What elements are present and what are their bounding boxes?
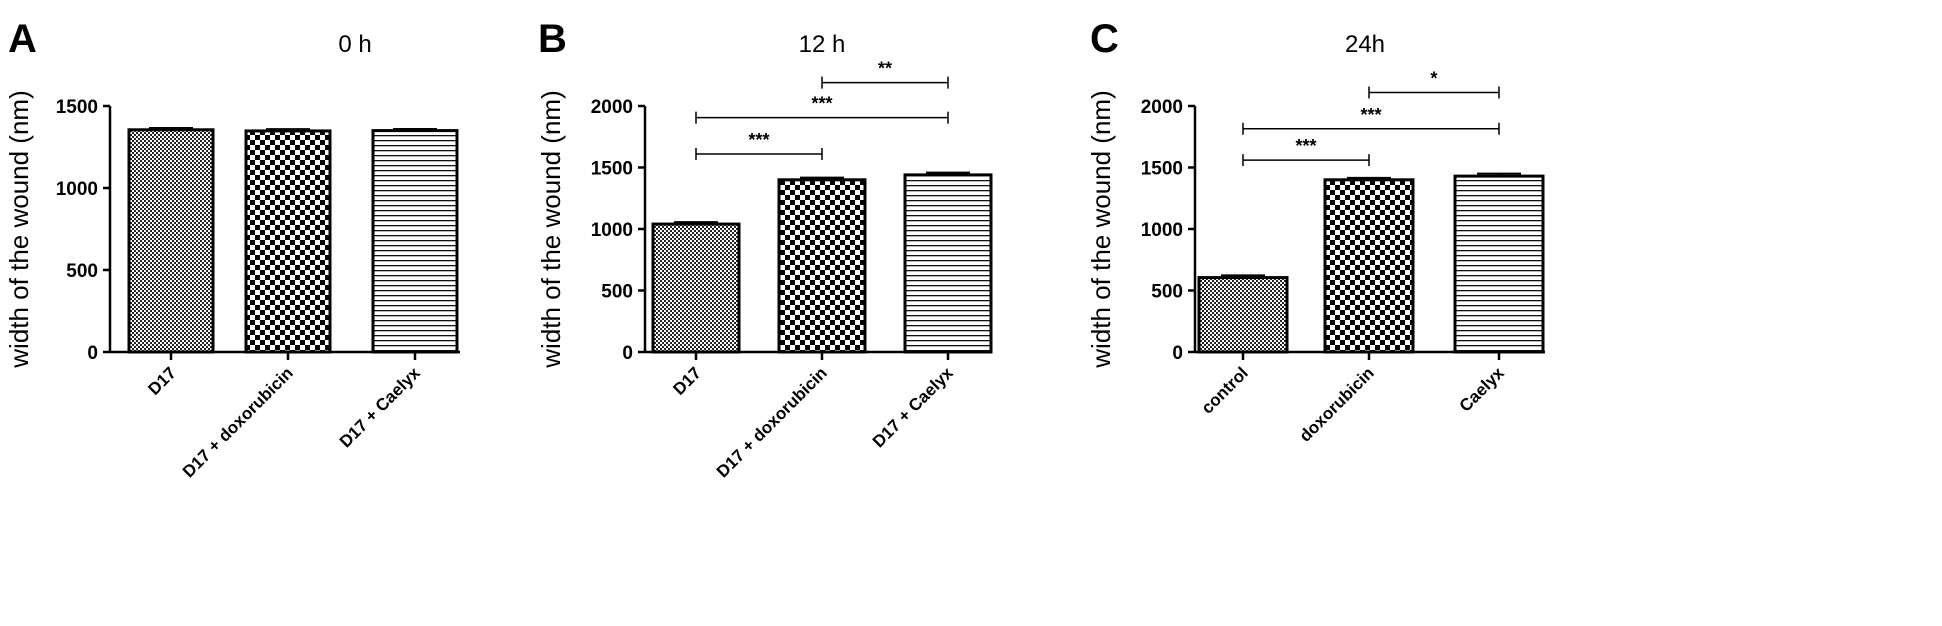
y-tick-label: 1500	[56, 97, 98, 118]
chart-title: 24h	[1345, 31, 1385, 58]
x-tick-label: D17 + doxorubicin	[179, 363, 297, 481]
y-tick-label: 2000	[1141, 97, 1183, 118]
bar-1	[651, 222, 741, 354]
x-tick-label: Caelyx	[1456, 363, 1509, 416]
bar-2	[777, 178, 867, 354]
significance-label: ***	[1360, 105, 1381, 125]
panel-b: B 12 h width of the wound (nm) 0 500 1000 1500…	[536, 17, 993, 481]
bar-1	[127, 128, 215, 354]
bar-3	[1453, 174, 1545, 354]
y-tick-label: 0	[87, 343, 98, 364]
bar-1	[1197, 276, 1289, 354]
significance-label: ***	[811, 94, 832, 114]
y-tick-label: 1000	[1141, 220, 1183, 241]
significance-label: *	[1430, 68, 1437, 88]
panel-c: C 24h width of the wound (nm) 0 500 1000 1500 2…	[1086, 17, 1545, 446]
y-tick-label: 1500	[1141, 159, 1183, 180]
x-tick-label: doxorubicin	[1296, 363, 1378, 445]
y-tick-label: 500	[1151, 282, 1183, 303]
y-tick-label: 500	[66, 261, 98, 282]
y-tick-label: 0	[1172, 343, 1183, 364]
y-tick-label: 2000	[591, 97, 633, 118]
x-tick-label: D17 + Caelyx	[869, 363, 957, 451]
panel-a: A 0 h width of the wound (nm) 0 500 1000 1500 D…	[4, 17, 460, 481]
bar-2	[1323, 178, 1415, 354]
y-tick-label: 1000	[591, 220, 633, 241]
panel-letter: C	[1090, 17, 1119, 61]
x-tick-label: D17 + Caelyx	[336, 363, 424, 451]
bar-3	[903, 173, 993, 354]
bar-2	[244, 129, 332, 354]
x-tick-label: control	[1198, 363, 1252, 417]
x-tick-label: D17	[669, 363, 704, 398]
y-tick-label: 500	[601, 282, 633, 303]
panel-letter: A	[8, 17, 37, 61]
chart-title: 0 h	[338, 31, 371, 58]
y-tick-label: 1000	[56, 179, 98, 200]
y-axis-label: width of the wound (nm)	[1086, 90, 1116, 368]
panel-letter: B	[538, 17, 567, 61]
y-tick-label: 1500	[591, 159, 633, 180]
y-axis-label: width of the wound (nm)	[536, 90, 566, 368]
significance-label: ***	[748, 130, 769, 150]
significance-label: ***	[1295, 136, 1316, 156]
bar-3	[371, 129, 459, 354]
y-axis-label: width of the wound (nm)	[4, 90, 34, 368]
x-tick-label: D17 + doxorubicin	[713, 363, 831, 481]
y-tick-label: 0	[622, 343, 633, 364]
significance-label: **	[878, 59, 892, 79]
chart-title: 12 h	[799, 31, 846, 58]
x-tick-label: D17	[144, 363, 179, 398]
